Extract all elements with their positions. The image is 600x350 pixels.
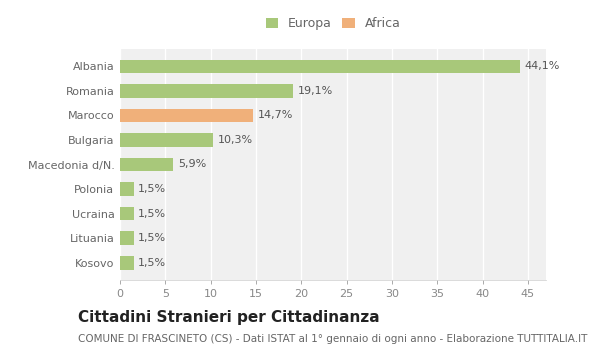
Text: Cittadini Stranieri per Cittadinanza: Cittadini Stranieri per Cittadinanza [78, 310, 380, 325]
Text: 19,1%: 19,1% [298, 86, 333, 96]
Bar [120, 231, 134, 245]
Text: COMUNE DI FRASCINETO (CS) - Dati ISTAT al 1° gennaio di ogni anno - Elaborazione: COMUNE DI FRASCINETO (CS) - Dati ISTAT a… [78, 334, 587, 344]
Text: 10,3%: 10,3% [218, 135, 253, 145]
Bar [120, 207, 134, 220]
Bar [120, 158, 173, 171]
Bar [120, 256, 134, 270]
Bar [120, 108, 253, 122]
Text: 14,7%: 14,7% [258, 110, 293, 120]
Text: 1,5%: 1,5% [138, 209, 166, 219]
Bar [120, 84, 293, 98]
Text: 1,5%: 1,5% [138, 184, 166, 194]
Text: 5,9%: 5,9% [178, 160, 206, 169]
Bar [120, 60, 520, 73]
Text: 1,5%: 1,5% [138, 233, 166, 243]
Bar [120, 133, 214, 147]
Bar [120, 182, 134, 196]
Text: 1,5%: 1,5% [138, 258, 166, 268]
Text: 44,1%: 44,1% [524, 61, 560, 71]
Legend: Europa, Africa: Europa, Africa [262, 14, 404, 34]
